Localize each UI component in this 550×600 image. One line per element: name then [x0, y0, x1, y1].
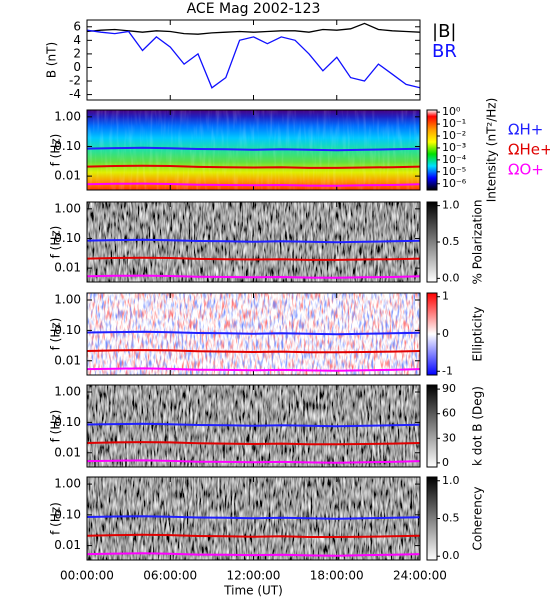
y-tick-label: 0.01 — [54, 445, 81, 459]
plot-frame — [86, 292, 421, 376]
y-axis-label: f (Hz) — [49, 502, 63, 535]
y-tick-label: 1.00 — [54, 477, 81, 491]
colorbar-tick-label: 90 — [442, 382, 456, 395]
y-tick-label: 0.10 — [54, 231, 81, 245]
series-line — [86, 515, 421, 520]
plot-frame — [86, 476, 421, 561]
colorbar-tick-label: 10⁻³ — [442, 141, 466, 154]
y-axis-label: f (Hz) — [49, 226, 63, 259]
series-line — [86, 422, 421, 428]
y-tick-label: 1.00 — [54, 109, 81, 123]
series-line — [86, 367, 421, 372]
colorbar-tick-label: 10⁻⁶ — [442, 177, 467, 190]
y-axis-label: f (Hz) — [49, 410, 63, 443]
colorbar-label: Ellipticity — [471, 307, 485, 362]
y-tick-label: -4 — [69, 87, 81, 101]
colorbar-tick-label: 0.5 — [442, 235, 460, 248]
colorbar-tick-label: 0 — [442, 327, 449, 340]
series-line — [86, 164, 421, 169]
y-tick-label: 0.01 — [54, 169, 81, 183]
y-tick-label: 1.00 — [54, 385, 81, 399]
x-tick-label: 24:00:00 — [393, 569, 447, 583]
plot-frame — [86, 201, 421, 283]
y-tick-label: -2 — [69, 74, 81, 88]
colorbar-tick-label: 10⁻¹ — [442, 117, 466, 130]
colorbar-tick-label: 0.5 — [442, 512, 460, 525]
y-axis-label: f (Hz) — [49, 318, 63, 351]
y-tick-label: 0.01 — [54, 261, 81, 275]
colorbar-label: k dot B (Deg) — [471, 386, 485, 466]
colorbar-tick-label: 0.0 — [442, 549, 460, 562]
colorbar — [426, 476, 438, 561]
legend-label: ΩO+ — [508, 161, 544, 179]
colorbar-tick-label: 30 — [442, 431, 456, 444]
colorbar — [426, 201, 438, 283]
colorbar-tick-label: 60 — [442, 407, 456, 420]
series-line — [86, 533, 421, 538]
x-axis-label: Time (UT) — [223, 584, 283, 598]
series-line — [86, 441, 421, 446]
series-line — [86, 29, 421, 89]
series-line — [86, 182, 421, 187]
legend-label: |B| — [432, 21, 456, 42]
x-tick-label: 18:00:00 — [310, 569, 364, 583]
colorbar-label: Coherency — [471, 486, 485, 550]
colorbar-tick-label: 10⁰ — [442, 105, 461, 118]
x-tick-label: 00:00:00 — [60, 569, 114, 583]
colorbar-tick-label: 10⁻⁵ — [442, 165, 466, 178]
legend-label: ΩHe+ — [508, 141, 550, 159]
colorbar-label: Intensity (nT²/Hz) — [485, 98, 499, 203]
colorbar — [426, 292, 438, 376]
colorbar-tick-label: 0.0 — [442, 271, 460, 284]
colorbar-label: % Polarization — [471, 200, 485, 285]
plot-frame — [86, 109, 421, 191]
series-line — [86, 349, 421, 354]
legend-label: ΩH+ — [508, 121, 543, 139]
y-tick-label: 0.10 — [54, 323, 81, 337]
plot-frame — [86, 384, 421, 468]
chart-title: ACE Mag 2002-123 — [187, 1, 321, 17]
colorbar-tick-label: -1 — [442, 364, 453, 377]
legend-label: BR — [432, 41, 457, 62]
series-line — [86, 256, 421, 261]
plot-frame — [86, 19, 421, 101]
colorbar-tick-label: 1.0 — [442, 474, 460, 487]
y-tick-label: 2 — [73, 46, 81, 60]
x-tick-label: 12:00:00 — [227, 569, 281, 583]
y-tick-label: 0.01 — [54, 353, 81, 367]
colorbar — [426, 384, 438, 468]
y-tick-label: 6 — [73, 19, 81, 33]
y-tick-label: 0.10 — [54, 139, 81, 153]
y-tick-label: 1.00 — [54, 293, 81, 307]
series-line — [86, 238, 421, 244]
series-line — [86, 22, 421, 35]
series-line — [86, 330, 421, 336]
series-line — [86, 274, 421, 279]
y-tick-label: 4 — [73, 33, 81, 47]
y-tick-label: 0.10 — [54, 415, 81, 429]
series-line — [86, 459, 421, 464]
y-tick-label: 0 — [73, 60, 81, 74]
series-line — [86, 146, 421, 152]
y-tick-label: 0.10 — [54, 507, 81, 521]
colorbar-tick-label: 1.0 — [442, 199, 460, 212]
colorbar — [426, 109, 438, 191]
colorbar-tick-label: 1 — [442, 290, 449, 303]
y-tick-label: 1.00 — [54, 201, 81, 215]
y-axis-label: B (nT) — [45, 42, 59, 78]
series-line — [86, 552, 421, 557]
y-axis-label: f (Hz) — [49, 134, 63, 167]
x-tick-label: 06:00:00 — [143, 569, 197, 583]
colorbar-tick-label: 10⁻² — [442, 129, 466, 142]
colorbar-tick-label: 10⁻⁴ — [442, 153, 467, 166]
y-tick-label: 0.01 — [54, 538, 81, 552]
colorbar-tick-label: 0 — [442, 456, 449, 469]
